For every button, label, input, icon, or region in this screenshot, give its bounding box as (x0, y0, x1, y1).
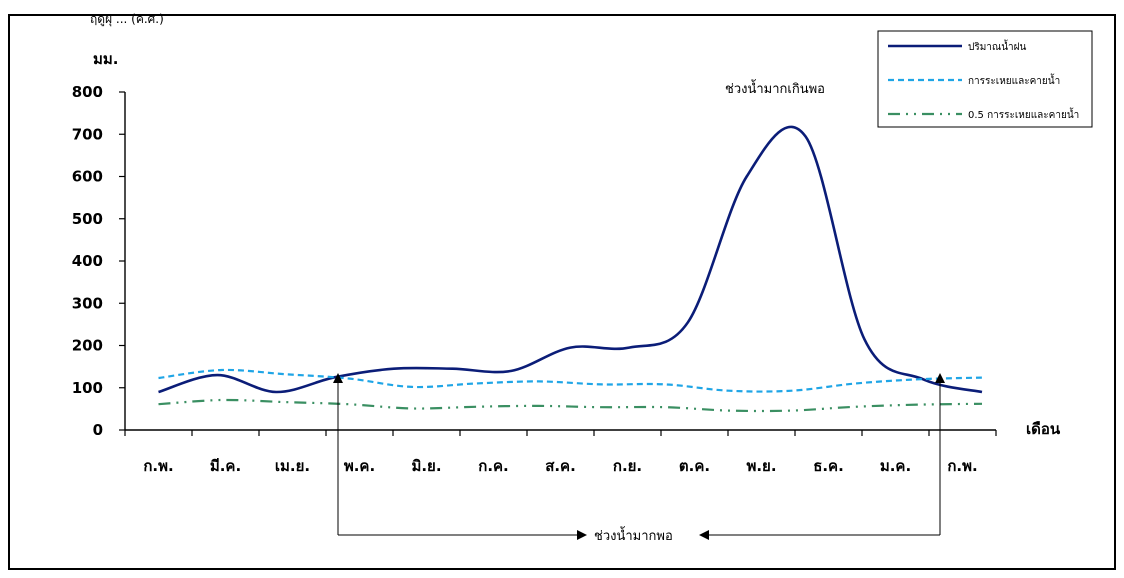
x-category-label: มี.ค. (210, 457, 241, 475)
x-category-label: พ.ย. (746, 457, 776, 475)
sufficient-water-bracket: ช่วงน้ำมากพอ (333, 373, 945, 544)
y-tick-label: 600 (72, 168, 103, 186)
line-chart: 0 100 200 300 400 500 600 700 800 ก.พ. มี.ค. เม.ย.… (72, 30, 1093, 544)
x-category-label: พ.ค. (344, 457, 375, 475)
x-category-label: เม.ย. (275, 457, 310, 475)
cropped-header-text: ฤดูฝุ ... (ค.ศ.) (90, 12, 164, 26)
x-category-label: มิ.ย. (411, 457, 441, 475)
y-tick-label: 200 (72, 337, 103, 355)
x-category-label: ม.ค. (880, 457, 911, 475)
x-axis-title: เดือน (1026, 420, 1061, 438)
y-tick-label: 800 (72, 83, 103, 101)
x-ticks: ก.พ. มี.ค. เม.ย. พ.ค. มิ.ย. ก.ค. ส.ค. ก.ย. ต.ค. พ… (124, 430, 997, 475)
x-category-label: ธ.ค. (813, 457, 844, 475)
x-category-label: ก.พ. (947, 457, 977, 475)
legend-label: ปริมาณน้ำฝน (968, 39, 1027, 53)
x-category-label: ก.ย. (613, 457, 642, 475)
y-ticks: 0 100 200 300 400 500 600 700 800 (72, 83, 125, 439)
y-axis-title: มม. (93, 50, 118, 68)
y-tick-label: 400 (72, 252, 103, 270)
y-tick-label: 100 (72, 379, 103, 397)
sufficient-water-annotation: ช่วงน้ำมากพอ (594, 526, 673, 544)
series-line-3 (158, 398, 983, 413)
x-category-label: ก.พ. (143, 457, 173, 475)
axes (124, 92, 996, 431)
x-category-label: ต.ค. (679, 457, 710, 475)
x-category-label: ส.ค. (545, 457, 576, 475)
series-layer (158, 125, 983, 413)
excess-water-annotation: ช่วงน้ำมากเกินพอ (725, 79, 825, 97)
x-category-label: ก.ค. (478, 457, 509, 475)
y-tick-label: 0 (93, 421, 103, 439)
y-tick-label: 700 (72, 125, 103, 143)
y-tick-label: 300 (72, 294, 103, 312)
series-line-2 (158, 368, 983, 393)
legend-label: 0.5 การระเหยและคายน้ำ (968, 107, 1079, 121)
series-line-1 (158, 125, 983, 394)
legend-label: การระเหยและคายน้ำ (968, 73, 1060, 87)
y-tick-label: 500 (72, 210, 103, 228)
chart-frame: ฤดูฝุ ... (ค.ศ.) 0 100 200 300 400 500 600 700 8… (8, 12, 1116, 570)
